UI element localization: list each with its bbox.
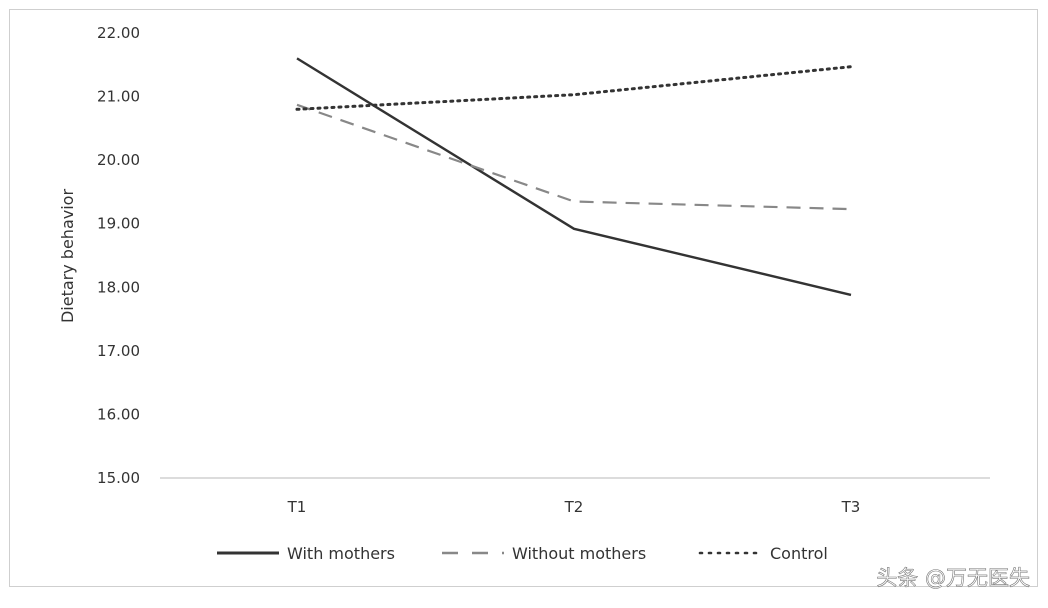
watermark: 头条 @万无医失 xyxy=(876,566,1030,590)
chart-frame xyxy=(9,9,1038,587)
legend-label: Control xyxy=(770,544,828,563)
y-tick-label: 20.00 xyxy=(97,151,140,169)
y-tick-label: 16.00 xyxy=(97,405,140,423)
x-tick-label: T2 xyxy=(564,498,584,516)
y-axis-ticks: 15.00 16.00 17.00 18.00 19.00 20.00 21.00 22.00 xyxy=(97,24,140,487)
y-tick-label: 22.00 xyxy=(97,24,140,42)
x-tick-label: T1 xyxy=(287,498,307,516)
x-tick-label: T3 xyxy=(841,498,861,516)
y-tick-label: 21.00 xyxy=(97,88,140,106)
y-tick-label: 18.00 xyxy=(97,278,140,296)
y-tick-label: 19.00 xyxy=(97,215,140,233)
series-line-without-mothers xyxy=(296,103,852,211)
series-line-control xyxy=(295,65,853,111)
legend-label: Without mothers xyxy=(512,544,646,563)
y-tick-label: 17.00 xyxy=(97,342,140,360)
x-axis-ticks: T1 T2 T3 xyxy=(287,498,861,516)
series-line-with-mothers xyxy=(296,57,852,297)
y-tick-label: 15.00 xyxy=(97,469,140,487)
series-lines xyxy=(295,57,853,297)
legend: With mothers Without mothers Control xyxy=(217,544,828,563)
legend-label: With mothers xyxy=(287,544,395,563)
y-axis-title: Dietary behavior xyxy=(58,189,77,323)
